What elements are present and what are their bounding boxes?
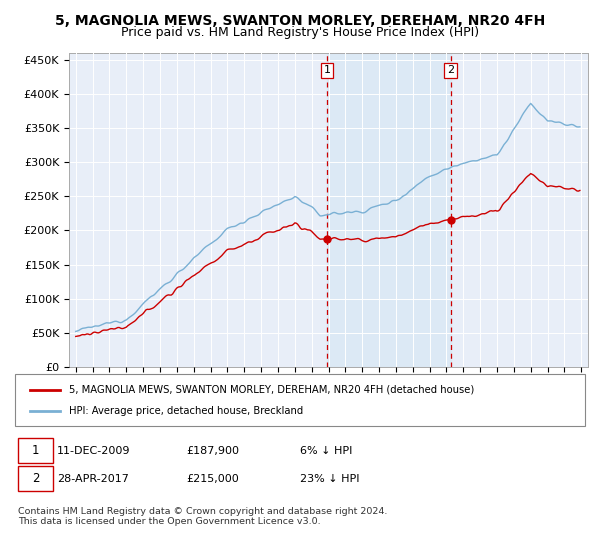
Text: HPI: Average price, detached house, Breckland: HPI: Average price, detached house, Brec… xyxy=(69,407,303,416)
Text: 11-DEC-2009: 11-DEC-2009 xyxy=(57,446,131,456)
Text: Contains HM Land Registry data © Crown copyright and database right 2024.
This d: Contains HM Land Registry data © Crown c… xyxy=(18,507,388,526)
Text: 2: 2 xyxy=(447,66,454,76)
Text: Price paid vs. HM Land Registry's House Price Index (HPI): Price paid vs. HM Land Registry's House … xyxy=(121,26,479,39)
Text: 6% ↓ HPI: 6% ↓ HPI xyxy=(300,446,352,456)
Text: £187,900: £187,900 xyxy=(186,446,239,456)
Text: 1: 1 xyxy=(323,66,331,76)
Text: £215,000: £215,000 xyxy=(186,474,239,484)
Text: 28-APR-2017: 28-APR-2017 xyxy=(57,474,129,484)
Bar xyxy=(327,53,451,367)
Text: 23% ↓ HPI: 23% ↓ HPI xyxy=(300,474,359,484)
Text: 5, MAGNOLIA MEWS, SWANTON MORLEY, DEREHAM, NR20 4FH: 5, MAGNOLIA MEWS, SWANTON MORLEY, DEREHA… xyxy=(55,14,545,28)
Text: 5, MAGNOLIA MEWS, SWANTON MORLEY, DEREHAM, NR20 4FH (detached house): 5, MAGNOLIA MEWS, SWANTON MORLEY, DEREHA… xyxy=(69,385,474,395)
Text: 2: 2 xyxy=(32,472,39,486)
Text: 1: 1 xyxy=(32,444,39,458)
